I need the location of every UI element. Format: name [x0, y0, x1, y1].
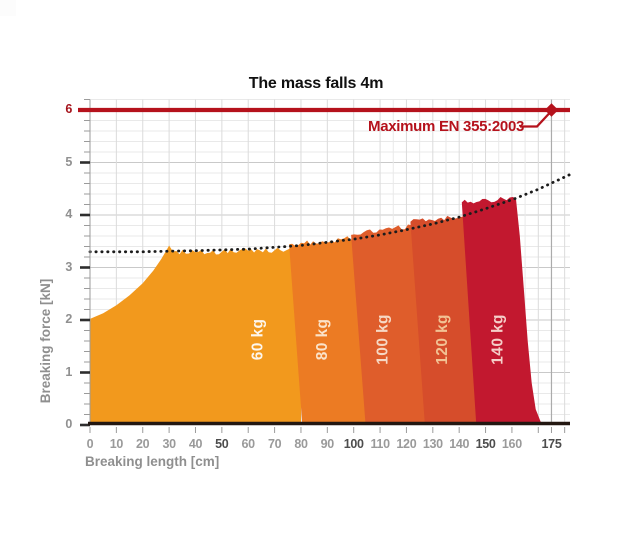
y-axis-title: Breaking force [kN]	[38, 278, 53, 404]
x-tick-label: 10	[109, 437, 124, 451]
y-tick-label: 6	[65, 102, 72, 116]
x-tick-label: 60	[241, 437, 256, 451]
band-60-kg	[90, 245, 301, 425]
band-label: 140 kg	[489, 314, 506, 365]
band-80-kg	[289, 236, 369, 425]
x-tick-label: 50	[215, 437, 229, 451]
corner-square	[0, 0, 16, 16]
band-100-kg	[351, 224, 431, 425]
x-tick-label: 130	[422, 437, 443, 451]
x-tick-label: 0	[86, 437, 94, 451]
band-120-kg	[410, 215, 482, 425]
y-tick-label: 2	[65, 312, 72, 326]
x-tick-label: 30	[162, 437, 176, 451]
x-tick-label: 90	[320, 437, 335, 451]
x-tick-label: 40	[188, 437, 203, 451]
max-line-label: Maximum EN 355:2003	[368, 118, 525, 135]
chart-title: The mass falls 4m	[248, 75, 384, 92]
x-tick-label: 150	[475, 437, 496, 451]
y-tick-label: 4	[65, 207, 72, 221]
x-tick-label: 175	[541, 437, 562, 451]
y-tick-label: 1	[65, 364, 72, 379]
x-tick-label: 100	[343, 437, 364, 451]
x-tick-label: 120	[396, 437, 417, 451]
max-line-diamond-marker	[544, 103, 559, 117]
x-tick-label: 20	[136, 437, 150, 451]
x-tick-label: 70	[267, 437, 282, 451]
x-axis-title: Breaking length [cm]	[85, 454, 220, 469]
x-tick-label: 160	[501, 437, 522, 451]
x-tick-label: 110	[370, 437, 390, 451]
y-tick-label: 5	[65, 154, 72, 169]
band-label: 100 kg	[375, 314, 392, 365]
band-label: 120 kg	[434, 314, 451, 365]
band-140-kg	[461, 197, 545, 425]
x-tick-label: 80	[294, 437, 308, 451]
x-tick-label: 140	[449, 437, 470, 451]
band-label: 80 kg	[314, 319, 331, 361]
max-label-leader-line	[520, 111, 551, 128]
y-tick-label: 3	[65, 259, 72, 274]
band-label: 60 kg	[249, 319, 266, 361]
y-tick-label: 0	[65, 417, 72, 431]
